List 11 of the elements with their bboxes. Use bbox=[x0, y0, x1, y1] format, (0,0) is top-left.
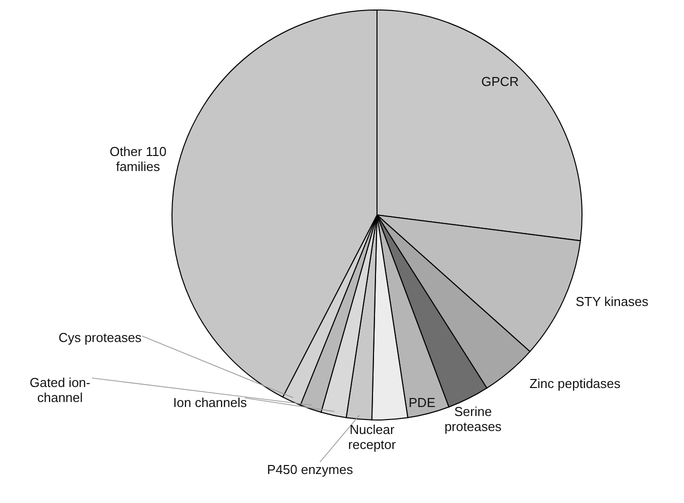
slice-label: Other 110 families bbox=[110, 144, 166, 174]
slice-label: P450 enzymes bbox=[267, 462, 354, 477]
slice-label: GPCR bbox=[481, 74, 519, 89]
slice-label: Ion channels bbox=[173, 395, 248, 410]
slice-label: STY kinases bbox=[576, 294, 649, 309]
slice-label: Gated ion- channel bbox=[30, 375, 90, 405]
slice-label: Zinc peptidases bbox=[529, 376, 622, 391]
slice-label: Cys proteases bbox=[58, 330, 142, 345]
slice-label: PDE bbox=[408, 395, 436, 410]
slice-label: Serine proteases bbox=[444, 404, 502, 434]
slice-label: Nuclear receptor bbox=[348, 422, 397, 452]
